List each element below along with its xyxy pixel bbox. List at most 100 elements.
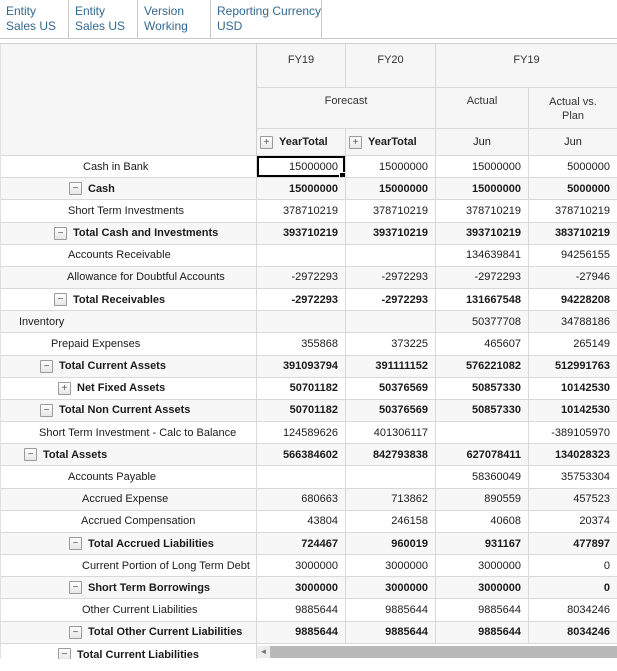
scenario-header-actual[interactable]: Actual [436, 88, 529, 129]
collapse-icon[interactable]: − [40, 359, 53, 373]
data-cell[interactable]: 457523 [529, 488, 617, 511]
collapse-icon[interactable]: − [54, 293, 67, 307]
scrollbar-thumb[interactable] [270, 645, 617, 658]
data-cell[interactable] [257, 466, 346, 489]
data-cell[interactable]: 9885644 [346, 621, 436, 644]
row-label-cell[interactable]: Allowance for Doubtful Accounts [1, 266, 257, 290]
expand-icon[interactable]: + [58, 381, 71, 395]
data-cell[interactable]: 15000000 [346, 156, 436, 179]
data-cell[interactable]: 9885644 [257, 599, 346, 622]
collapse-icon[interactable]: − [69, 581, 82, 595]
data-cell[interactable]: 15000000 [436, 156, 529, 179]
period-header-jun-2[interactable]: Jun [529, 129, 617, 156]
row-label-cell[interactable]: Cash in Bank [1, 156, 257, 179]
data-cell[interactable]: 15000000 [346, 178, 436, 201]
row-label-cell[interactable]: Short Term Investment - Calc to Balance [1, 422, 257, 445]
collapse-icon[interactable]: − [40, 403, 53, 417]
data-cell[interactable]: 9885644 [436, 599, 529, 622]
data-cell[interactable]: 131667548 [436, 289, 529, 312]
data-cell[interactable]: 9885644 [436, 621, 529, 644]
data-cell[interactable]: -2972293 [257, 266, 346, 290]
row-label-cell[interactable]: − Total Non Current Assets [1, 399, 257, 423]
data-cell[interactable]: 3000000 [436, 555, 529, 578]
data-cell[interactable]: -2972293 [436, 266, 529, 290]
data-cell[interactable]: 9885644 [257, 621, 346, 644]
data-cell[interactable]: 378710219 [436, 200, 529, 223]
data-cell[interactable]: 680663 [257, 488, 346, 511]
data-cell[interactable]: 931167 [436, 532, 529, 556]
row-label-cell[interactable]: − Total Other Current Liabilities [1, 621, 257, 644]
data-cell[interactable]: 50857330 [436, 399, 529, 423]
expand-icon[interactable]: + [260, 135, 273, 149]
data-cell[interactable]: 401306117 [346, 422, 436, 445]
data-cell[interactable]: 8034246 [529, 599, 617, 622]
expand-icon[interactable]: + [349, 135, 362, 149]
row-label-cell[interactable]: − Total Cash and Investments [1, 222, 257, 245]
row-label-cell[interactable]: + Net Fixed Assets [1, 377, 257, 400]
data-cell[interactable]: 378710219 [529, 200, 617, 223]
period-header-yeartotal-1[interactable]: + YearTotal [257, 129, 346, 156]
row-label-cell[interactable]: − Total Current Assets [1, 355, 257, 378]
data-cell[interactable]: 50701182 [257, 399, 346, 423]
data-cell[interactable]: 43804 [257, 510, 346, 533]
data-cell[interactable]: 40608 [436, 510, 529, 533]
collapse-icon[interactable]: − [54, 226, 67, 240]
pov-segment-version[interactable]: Version Working [138, 0, 211, 38]
data-cell[interactable]: 0 [529, 577, 617, 600]
data-cell[interactable]: 246158 [346, 510, 436, 533]
data-cell[interactable]: -27946 [529, 266, 617, 290]
data-cell[interactable]: 373225 [346, 333, 436, 356]
data-cell[interactable]: 9885644 [346, 599, 436, 622]
data-cell[interactable]: 94228208 [529, 289, 617, 312]
data-cell[interactable]: 50377708 [436, 311, 529, 334]
row-label-cell[interactable]: Other Current Liabilities [1, 599, 257, 622]
row-label-cell[interactable]: Inventory [1, 311, 257, 334]
year-header-fy19[interactable]: FY19 [257, 44, 346, 88]
data-cell[interactable] [346, 244, 436, 267]
data-cell[interactable]: 58360049 [436, 466, 529, 489]
row-label-cell[interactable]: Short Term Investments [1, 200, 257, 223]
data-cell[interactable]: 391111152 [346, 355, 436, 378]
data-cell[interactable]: 5000000 [529, 178, 617, 201]
data-cell[interactable]: -2972293 [257, 289, 346, 312]
data-cell[interactable]: 134639841 [436, 244, 529, 267]
data-cell[interactable]: 94256155 [529, 244, 617, 267]
data-cell[interactable] [257, 311, 346, 334]
data-cell[interactable]: 724467 [257, 532, 346, 556]
data-cell[interactable] [346, 466, 436, 489]
row-label-cell[interactable]: − Short Term Borrowings [1, 577, 257, 600]
data-cell[interactable]: 3000000 [257, 555, 346, 578]
pov-segment-currency[interactable]: Reporting Currency USD [211, 0, 322, 38]
row-label-cell[interactable]: − Total Assets [1, 444, 257, 467]
data-cell[interactable] [257, 244, 346, 267]
data-cell[interactable]: 15000000 [257, 156, 346, 179]
data-cell[interactable]: 3000000 [346, 555, 436, 578]
data-cell[interactable]: 50701182 [257, 377, 346, 400]
data-cell[interactable]: 34788186 [529, 311, 617, 334]
data-cell[interactable]: 391093794 [257, 355, 346, 378]
row-label-cell[interactable]: − Cash [1, 178, 257, 201]
row-label-cell[interactable]: − Total Receivables [1, 289, 257, 312]
data-cell[interactable]: 842793838 [346, 444, 436, 467]
data-cell[interactable]: 566384602 [257, 444, 346, 467]
data-cell[interactable]: 8034246 [529, 621, 617, 644]
year-header-fy19-actual[interactable]: FY19 [436, 44, 617, 88]
data-cell[interactable]: -389105970 [529, 422, 617, 445]
data-cell[interactable]: 465607 [436, 333, 529, 356]
data-cell[interactable]: 355868 [257, 333, 346, 356]
horizontal-scrollbar[interactable]: ◄ [257, 643, 617, 659]
data-cell[interactable]: 713862 [346, 488, 436, 511]
data-cell[interactable]: 393710219 [346, 222, 436, 245]
data-cell[interactable]: 3000000 [257, 577, 346, 600]
data-cell[interactable]: -2972293 [346, 266, 436, 290]
scenario-header-forecast[interactable]: Forecast [257, 88, 436, 129]
data-cell[interactable]: 393710219 [257, 222, 346, 245]
row-label-cell[interactable]: − Total Accrued Liabilities [1, 532, 257, 556]
row-label-cell[interactable]: Current Portion of Long Term Debt [1, 555, 257, 578]
data-cell[interactable]: 393710219 [436, 222, 529, 245]
pov-segment-entity-2[interactable]: Entity Sales US [69, 0, 138, 38]
row-label-cell[interactable]: Accrued Compensation [1, 510, 257, 533]
data-cell[interactable]: 0 [529, 555, 617, 578]
data-cell[interactable]: 477897 [529, 532, 617, 556]
data-cell[interactable] [346, 311, 436, 334]
